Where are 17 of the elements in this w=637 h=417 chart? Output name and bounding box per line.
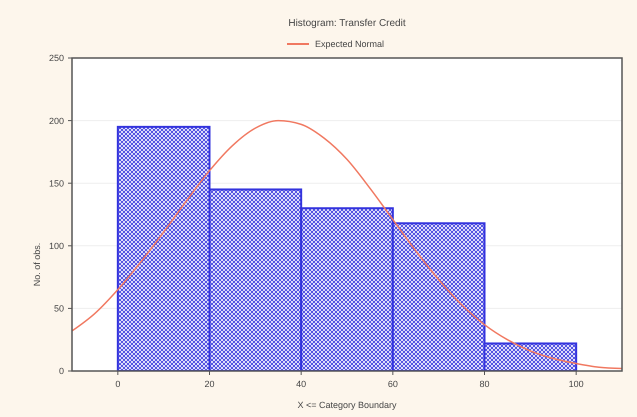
- line-series: [72, 120, 622, 370]
- x-tick-label: 0: [115, 379, 120, 389]
- y-tick-label: 250: [48, 53, 64, 64]
- y-tick-label: 200: [48, 116, 64, 126]
- y-tick-label: 150: [48, 178, 64, 188]
- legend-label: Expected Normal: [315, 39, 384, 50]
- x-tick-label: 60: [388, 379, 398, 389]
- x-tick-label: 80: [479, 379, 490, 389]
- x-tick-label: 20: [204, 379, 215, 389]
- x-tick-label: 40: [296, 379, 306, 389]
- chart-title: Histogram: Transfer Credit: [288, 18, 406, 29]
- y-tick-label: 0: [58, 366, 64, 376]
- x-tick-label: 100: [568, 379, 584, 389]
- y-tick-label: 100: [48, 240, 64, 251]
- y-axis-title: No. of obs.: [32, 242, 42, 286]
- x-axis-title: X <= Category Boundary: [297, 400, 398, 410]
- y-tick-label: 50: [54, 304, 64, 314]
